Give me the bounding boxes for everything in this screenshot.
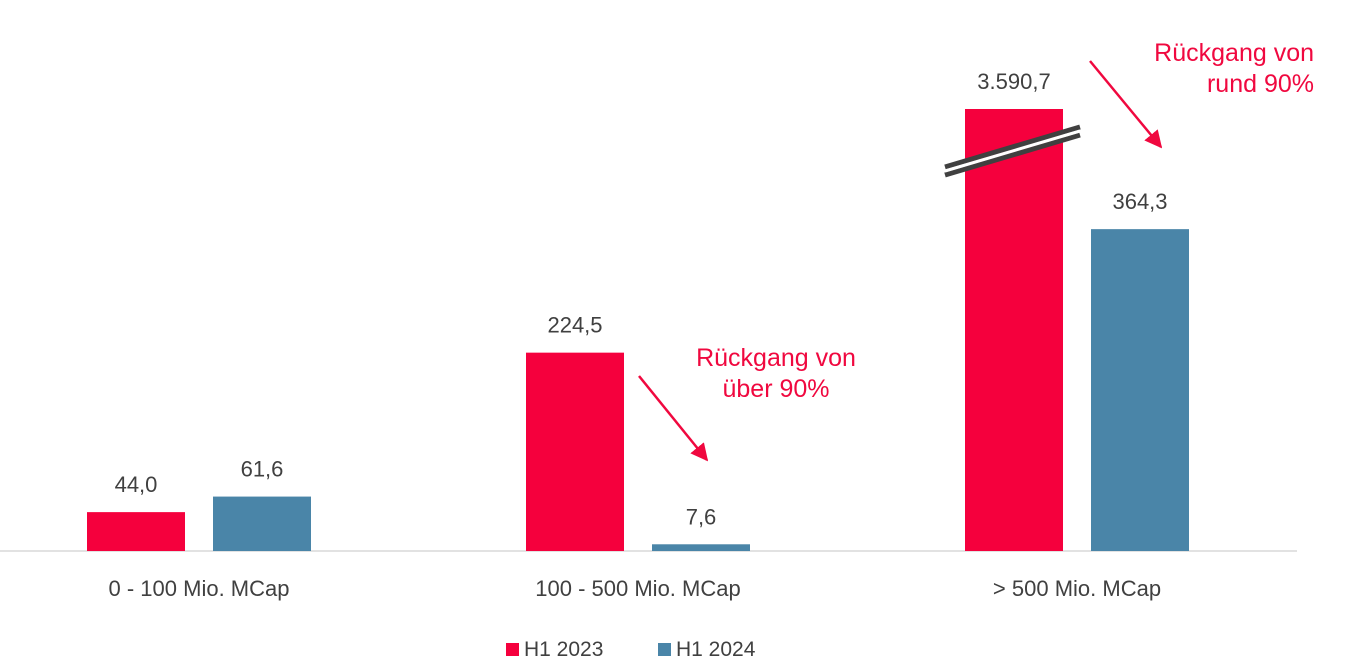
axis-break-line-1 <box>944 124 1081 170</box>
axis-break-line-2 <box>944 132 1081 178</box>
value-labels-group: 44,0 224,5 3.590,7 61,6 7,6 364,3 <box>115 69 1168 529</box>
annotation-over-90: Rückgang von über 90% <box>638 344 856 462</box>
bar-h1-2024-1 <box>213 496 311 551</box>
legend: H1 2023 H1 2024 <box>506 638 756 661</box>
legend-label-h1-2024: H1 2024 <box>676 638 756 661</box>
value-label-h1-2023-3: 3.590,7 <box>977 69 1050 94</box>
annotation-1-arrow <box>638 375 709 462</box>
annotation-2-line-1: Rückgang von <box>1154 39 1314 67</box>
annotation-around-90: Rückgang von rund 90% <box>1089 39 1314 149</box>
annotation-2-arrow <box>1089 60 1163 149</box>
value-label-h1-2024-3: 364,3 <box>1112 189 1167 214</box>
value-label-h1-2023-2: 224,5 <box>547 313 602 338</box>
value-label-h1-2024-1: 61,6 <box>241 457 284 482</box>
bar-h1-2023-3 <box>965 109 1063 551</box>
annotation-1-line-2: über 90% <box>722 375 829 403</box>
bars-group <box>87 109 1189 552</box>
legend-swatch-h1-2023 <box>506 643 519 656</box>
category-labels-group: 0 - 100 Mio. MCap 100 - 500 Mio. MCap > 50… <box>109 576 1162 601</box>
legend-swatch-h1-2024 <box>658 643 671 656</box>
legend-label-h1-2023: H1 2023 <box>524 638 603 661</box>
value-label-h1-2023-1: 44,0 <box>115 472 158 497</box>
category-label-1: 0 - 100 Mio. MCap <box>109 576 290 601</box>
bar-h1-2024-2 <box>652 544 750 551</box>
axis-break-gap <box>944 129 1081 173</box>
bar-h1-2024-3 <box>1091 229 1189 552</box>
annotation-1-line-1: Rückgang von <box>696 344 856 372</box>
category-label-2: 100 - 500 Mio. MCap <box>535 576 740 601</box>
value-label-h1-2024-2: 7,6 <box>686 504 717 529</box>
bar-h1-2023-2 <box>526 352 624 551</box>
annotation-2-line-2: rund 90% <box>1207 70 1314 98</box>
axis-break-marks <box>944 124 1081 178</box>
category-label-3: > 500 Mio. MCap <box>993 576 1161 601</box>
bar-h1-2023-1 <box>87 512 185 551</box>
